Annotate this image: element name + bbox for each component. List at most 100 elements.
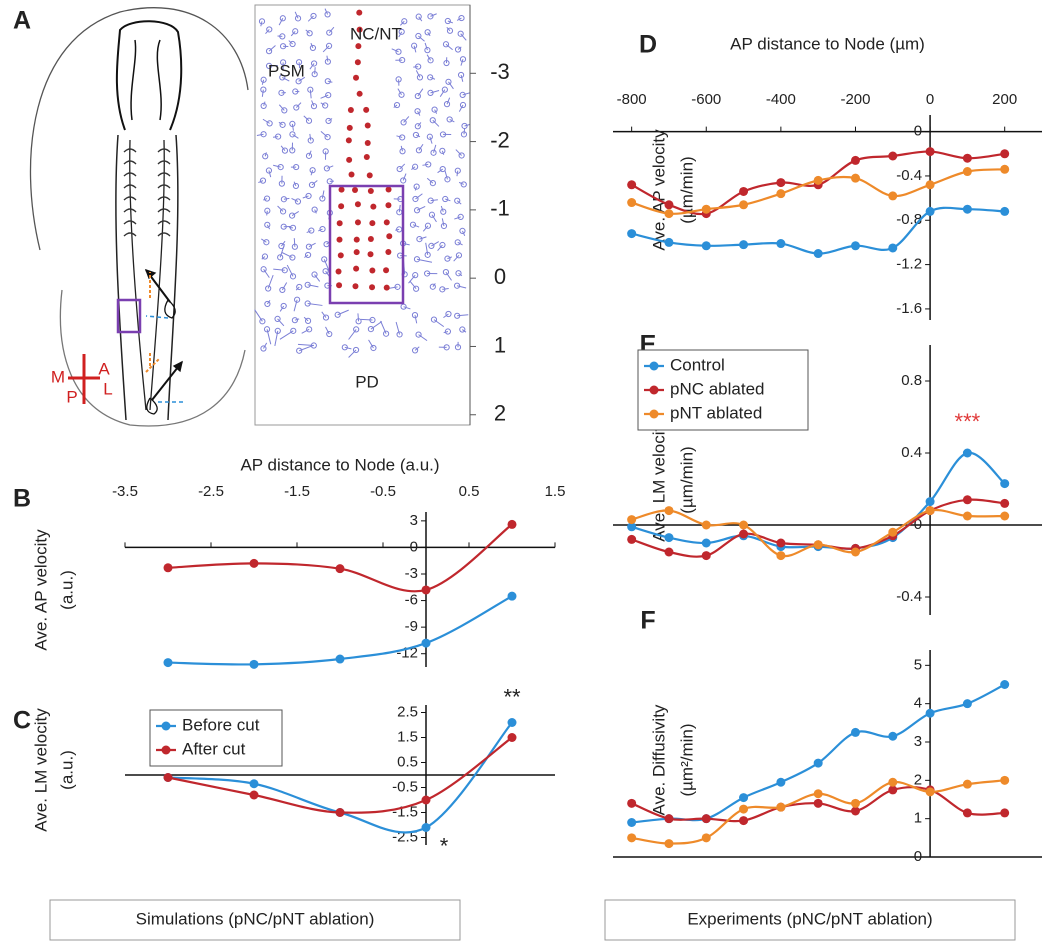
series-line [168, 596, 512, 664]
data-point [1000, 499, 1009, 508]
legend-marker [650, 386, 659, 395]
y-tick-label: 2 [914, 771, 922, 788]
data-point [888, 191, 897, 200]
data-point [627, 180, 636, 189]
y-tick-label: -0.4 [896, 167, 922, 184]
cell-tail [267, 211, 268, 216]
data-point [508, 733, 517, 742]
data-point [814, 789, 823, 798]
data-point [739, 805, 748, 814]
x-tick-label: -1.5 [284, 483, 310, 500]
nc-cell [383, 267, 389, 273]
cell-tail [464, 129, 465, 135]
data-point [164, 658, 173, 667]
data-point [664, 200, 673, 209]
sim-tick-label: -3 [490, 59, 510, 84]
data-point [851, 174, 860, 183]
data-point [776, 778, 785, 787]
data-point [164, 563, 173, 572]
data-point [702, 539, 711, 548]
nc-cell [357, 91, 363, 97]
data-point [926, 709, 935, 718]
nc-cell [355, 43, 361, 49]
data-point [1000, 776, 1009, 785]
data-point [627, 515, 636, 524]
data-point [851, 548, 860, 557]
cell-tail [273, 137, 278, 138]
nc-cell [364, 154, 370, 160]
data-point [336, 808, 345, 817]
cell-tail [294, 238, 295, 247]
data-point [702, 521, 711, 530]
data-point [664, 839, 673, 848]
data-point [926, 207, 935, 216]
nc-cell [369, 220, 375, 226]
sim-tick-label: 0 [494, 264, 506, 289]
y-tick-label: -1.6 [896, 300, 922, 317]
x-axis-title: AP distance to Node (µm) [730, 34, 925, 53]
data-point [664, 814, 673, 823]
sim-tick-label: -2 [490, 127, 510, 152]
nc-cell [354, 249, 360, 255]
y-tick-label: 0.8 [901, 372, 922, 389]
nc-cell [348, 107, 354, 113]
x-axis-title: AP distance to Node (a.u.) [240, 455, 439, 474]
nc-cell [352, 283, 358, 289]
y-axis-title: (a.u.) [57, 750, 76, 790]
data-point [776, 803, 785, 812]
panel-letter: A [13, 7, 31, 35]
x-tick-label: -0.5 [370, 483, 396, 500]
data-point [739, 200, 748, 209]
compass-label: A [98, 359, 110, 378]
data-point [888, 528, 897, 537]
data-point [776, 551, 785, 560]
annotation: * [440, 833, 449, 858]
data-point [627, 799, 636, 808]
data-point [336, 655, 345, 664]
x-tick-label: -600 [691, 91, 721, 108]
data-point [664, 548, 673, 557]
data-point [851, 241, 860, 250]
data-point [963, 512, 972, 521]
nc-cell [336, 282, 342, 288]
data-point [250, 779, 259, 788]
data-point [702, 833, 711, 842]
nc-cell [363, 107, 369, 113]
data-point [963, 699, 972, 708]
data-point [702, 241, 711, 250]
data-point [814, 540, 823, 549]
nc-cell [384, 285, 390, 291]
y-axis-title: Ave. LM velocity [31, 708, 50, 832]
nc-cell [385, 202, 391, 208]
nc-cell [367, 172, 373, 178]
data-point [627, 198, 636, 207]
data-point [814, 799, 823, 808]
x-tick-label: 0.5 [459, 483, 480, 500]
y-axis-title: Ave. AP velocity [649, 129, 668, 251]
nc-cell [355, 201, 361, 207]
y-tick-label: -1.2 [896, 256, 922, 273]
y-axis-title: Ave. LM velocity [649, 418, 668, 542]
data-point [508, 592, 517, 601]
data-point [508, 520, 517, 529]
nc-cell [365, 123, 371, 129]
y-tick-label: 3 [410, 512, 418, 529]
y-axis-title: Ave. AP velocity [31, 529, 50, 651]
data-point [963, 205, 972, 214]
y-tick-label: 2.5 [397, 703, 418, 720]
legend-marker [650, 410, 659, 419]
data-point [963, 154, 972, 163]
y-tick-label: 1 [914, 810, 922, 827]
sim-tick-label: 2 [494, 401, 506, 426]
nc-cell [368, 188, 374, 194]
y-tick-label: -1.5 [392, 803, 418, 820]
y-tick-label: -3 [405, 565, 418, 582]
legend-marker [162, 722, 171, 731]
data-point [739, 793, 748, 802]
sim-tick-label: -1 [490, 196, 510, 221]
data-point [1000, 808, 1009, 817]
nc-cell [346, 137, 352, 143]
data-point [776, 239, 785, 248]
nc-cell [353, 75, 359, 81]
nc-cell [385, 249, 391, 255]
